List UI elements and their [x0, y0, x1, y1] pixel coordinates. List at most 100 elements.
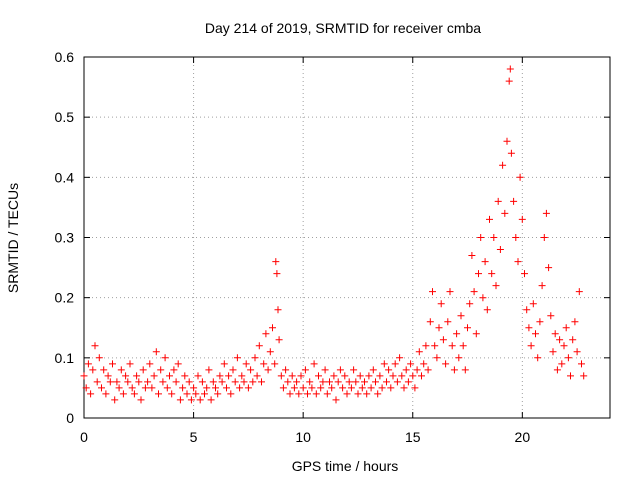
data-point	[339, 384, 347, 392]
data-point	[172, 378, 180, 386]
data-point	[553, 366, 561, 374]
data-point	[490, 234, 498, 241]
data-point	[477, 234, 485, 241]
data-point	[387, 384, 395, 392]
data-point	[439, 336, 447, 344]
data-point	[242, 360, 250, 368]
data-point	[174, 360, 182, 368]
data-point	[244, 384, 252, 392]
data-point	[89, 366, 97, 374]
data-point	[251, 354, 259, 362]
data-point	[512, 234, 520, 241]
data-point	[170, 366, 178, 374]
data-point	[549, 348, 557, 356]
data-point	[310, 360, 318, 368]
data-point	[551, 330, 559, 338]
data-point	[523, 306, 531, 314]
data-point	[262, 330, 270, 338]
data-point	[580, 372, 588, 380]
data-point	[402, 366, 410, 374]
data-point	[466, 300, 474, 308]
data-point	[564, 354, 572, 362]
data-point	[201, 390, 208, 398]
data-point	[328, 384, 336, 392]
data-point	[396, 354, 404, 362]
data-point	[304, 390, 311, 398]
data-point	[453, 330, 461, 338]
data-point	[315, 372, 322, 380]
data-point	[536, 318, 544, 326]
data-point	[258, 378, 265, 386]
data-points	[80, 65, 588, 404]
data-point	[279, 384, 287, 392]
data-point	[518, 215, 526, 223]
data-point	[389, 372, 397, 380]
data-point	[433, 354, 441, 362]
x-tick-label: 5	[190, 429, 198, 445]
data-point	[87, 390, 95, 398]
data-point	[275, 336, 283, 344]
data-point	[505, 77, 513, 85]
data-point	[218, 378, 226, 386]
data-point	[240, 378, 248, 386]
grid	[84, 57, 610, 418]
data-point	[216, 372, 224, 380]
data-point	[159, 378, 167, 386]
data-point	[422, 342, 430, 350]
data-point	[527, 342, 535, 350]
data-point	[409, 372, 417, 380]
data-point	[575, 288, 583, 296]
data-point	[461, 366, 469, 374]
data-point	[93, 378, 101, 386]
data-point	[475, 270, 482, 278]
data-point	[442, 360, 450, 368]
data-point	[479, 294, 487, 302]
data-point	[312, 390, 320, 398]
data-point	[488, 270, 496, 278]
data-point	[166, 372, 173, 380]
data-point	[157, 366, 165, 374]
data-point	[501, 209, 509, 217]
data-point	[567, 372, 574, 380]
data-point	[284, 378, 292, 386]
data-point	[343, 390, 351, 398]
data-point	[274, 306, 282, 314]
data-point	[372, 378, 379, 386]
data-point	[272, 258, 280, 266]
data-point	[185, 378, 193, 386]
data-point	[214, 390, 222, 398]
data-point	[521, 270, 528, 278]
data-point	[150, 372, 158, 380]
data-point	[464, 324, 471, 332]
data-point	[139, 366, 147, 374]
data-point	[506, 65, 514, 73]
data-point	[538, 282, 546, 290]
data-point	[367, 384, 375, 392]
data-point	[255, 342, 263, 350]
data-point	[264, 366, 272, 374]
data-point	[295, 390, 303, 398]
x-tick-label: 20	[515, 429, 531, 445]
data-point	[326, 378, 333, 386]
data-point	[547, 312, 555, 320]
data-point	[558, 360, 566, 368]
data-point	[253, 372, 261, 380]
data-point	[146, 360, 154, 368]
data-point	[229, 366, 237, 374]
data-point	[332, 396, 340, 404]
data-point	[277, 372, 285, 380]
data-point	[198, 378, 206, 386]
data-point	[308, 384, 316, 392]
y-tick-label: 0.4	[55, 169, 75, 185]
data-point	[161, 354, 169, 362]
data-point	[400, 384, 408, 392]
data-point	[336, 366, 344, 374]
data-point	[341, 372, 349, 380]
data-point	[534, 354, 542, 362]
data-point	[282, 366, 290, 374]
data-point	[540, 234, 548, 241]
data-point	[571, 318, 579, 326]
data-point	[450, 366, 458, 374]
data-point	[459, 342, 467, 350]
data-point	[100, 366, 108, 374]
